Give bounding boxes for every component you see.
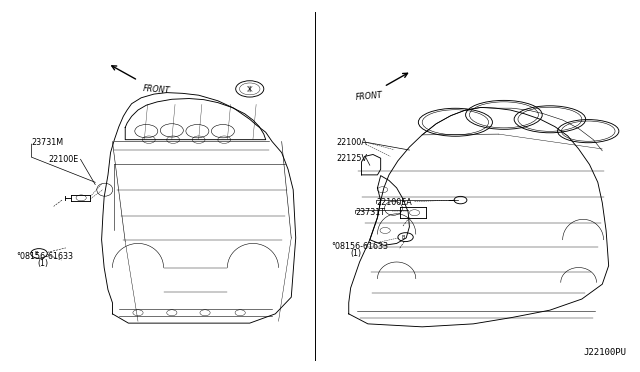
- Text: 23731T: 23731T: [355, 208, 385, 217]
- Text: 22100A: 22100A: [336, 138, 367, 147]
- Text: 23731M: 23731M: [31, 138, 63, 147]
- Text: J22100PU: J22100PU: [584, 348, 627, 357]
- Text: FRONT: FRONT: [355, 90, 383, 102]
- Text: 22125V: 22125V: [336, 154, 367, 163]
- Text: 22100EA: 22100EA: [376, 198, 412, 207]
- Text: B: B: [401, 235, 404, 240]
- Text: °08156-61633: °08156-61633: [332, 241, 388, 250]
- Text: FRONT: FRONT: [143, 84, 170, 96]
- Text: °08156-61633: °08156-61633: [17, 252, 74, 261]
- Text: B: B: [34, 251, 38, 256]
- Text: (1): (1): [351, 249, 362, 258]
- Text: (1): (1): [38, 259, 49, 268]
- Text: 22100E: 22100E: [49, 155, 79, 164]
